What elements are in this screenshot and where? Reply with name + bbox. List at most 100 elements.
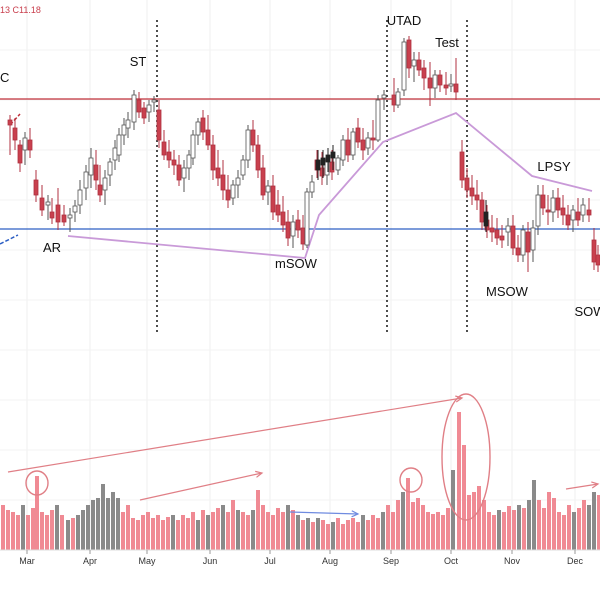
event-label: Test — [435, 35, 459, 50]
candle-body — [464, 177, 470, 191]
volume-bar — [517, 505, 521, 550]
candle-body — [565, 214, 571, 226]
volume-bar — [457, 412, 461, 550]
volume-bar — [542, 508, 546, 550]
candle-body — [186, 154, 192, 169]
candle-body — [411, 59, 417, 67]
candle-body — [406, 39, 412, 69]
candle-body — [240, 159, 246, 176]
candle-body — [443, 84, 449, 89]
candle-body — [225, 189, 231, 201]
volume-trend-arrowhead — [591, 481, 600, 489]
volume-bar — [131, 518, 135, 550]
wyckoff-path-line — [67, 111, 593, 259]
volume-bar — [301, 520, 305, 550]
candle-body — [190, 134, 196, 159]
volume-bar — [156, 515, 160, 550]
event-label: UTAD — [387, 13, 421, 28]
candle-body — [391, 94, 397, 106]
volume-bar — [326, 524, 330, 550]
volume-bar — [186, 518, 190, 550]
candle-body — [250, 129, 256, 146]
event-label: SOW — [574, 304, 600, 319]
volume-bar — [296, 515, 300, 550]
volume-bar — [121, 512, 125, 550]
candle-body — [525, 231, 531, 253]
candle-body — [586, 209, 592, 216]
volume-bar — [577, 508, 581, 550]
candle-body — [195, 121, 201, 136]
x-axis: Mar Apr May Jun Jul Aug Sep Oct Nov Dec — [0, 549, 600, 566]
candle-body — [97, 184, 103, 196]
candle-body — [290, 221, 296, 237]
volume-bar — [11, 512, 15, 550]
candle-body — [7, 119, 13, 126]
candle-body — [181, 167, 187, 179]
volume-bar — [106, 498, 110, 550]
candle-body — [220, 174, 226, 191]
volume-bar — [467, 495, 471, 550]
volume-bar — [236, 510, 240, 550]
x-tick-label: Mar — [19, 556, 35, 566]
x-tick-label: Sep — [383, 556, 399, 566]
volume-bar — [191, 512, 195, 550]
candle-body — [330, 151, 336, 159]
volume-bar — [462, 445, 466, 550]
volume-bar — [492, 515, 496, 550]
volume-bar — [81, 510, 85, 550]
candle-body — [300, 227, 306, 245]
volume-bar — [431, 514, 435, 550]
volume-bar — [441, 515, 445, 550]
candle-body — [210, 144, 216, 171]
candle-body — [340, 139, 346, 161]
candle-body — [230, 184, 236, 199]
volume-bar — [6, 510, 10, 550]
candle-body — [540, 194, 546, 209]
volume-bar — [146, 512, 150, 550]
event-label: AR — [43, 240, 61, 255]
volume-bar — [411, 502, 415, 550]
dashed-support-fragment — [0, 234, 19, 245]
candle-body — [365, 137, 371, 149]
candle-body — [304, 191, 310, 246]
candle-body — [320, 157, 326, 166]
volume-bar — [537, 500, 541, 550]
candle-body — [77, 189, 83, 206]
volume-bar — [21, 505, 25, 550]
volume-bar — [331, 522, 335, 550]
volume-bar — [281, 512, 285, 550]
candle-body — [136, 99, 142, 113]
volume-bar — [55, 505, 59, 550]
x-tick-label: Jun — [203, 556, 218, 566]
volume-bar — [592, 492, 596, 550]
volume-bar — [201, 510, 205, 550]
volume-bar — [532, 480, 536, 550]
event-label: MSOW — [486, 284, 529, 299]
volume-bar — [426, 512, 430, 550]
volume-bar — [35, 476, 39, 550]
candle-body — [448, 83, 454, 87]
candle-body — [72, 205, 78, 213]
volume-bar — [366, 520, 370, 550]
candle-body — [151, 99, 157, 103]
candle-body — [67, 214, 73, 219]
candle-body — [453, 83, 459, 93]
wyckoff-path — [67, 111, 593, 259]
volume-trend-arrowhead — [455, 395, 464, 403]
volume-bar — [211, 512, 215, 550]
volume-bar — [266, 512, 270, 550]
volume-bar — [336, 518, 340, 550]
candle-body — [39, 197, 45, 211]
x-tick-label: Aug — [322, 556, 338, 566]
volume-bar — [246, 515, 250, 550]
volume-bar — [371, 515, 375, 550]
candle-body — [125, 119, 131, 129]
candle-body — [550, 197, 556, 213]
candle-body — [275, 204, 281, 216]
candle-body — [432, 74, 438, 89]
candle-body — [515, 247, 521, 256]
candle-body — [280, 211, 286, 226]
candle-body — [270, 185, 276, 213]
candle-body — [459, 151, 465, 181]
candle-body — [505, 225, 511, 233]
